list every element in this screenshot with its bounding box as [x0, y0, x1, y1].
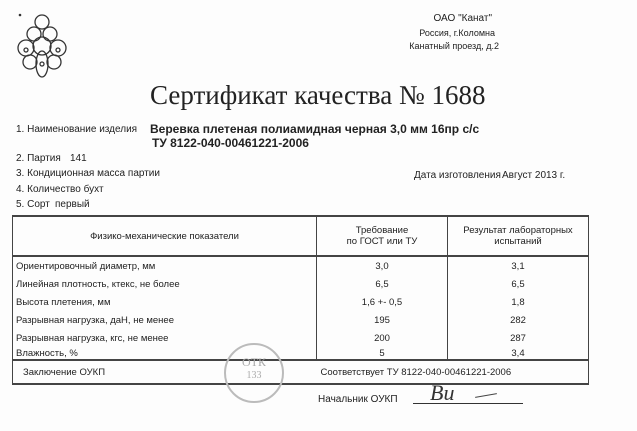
- header-result: Результат лабораторных испытаний: [447, 215, 589, 257]
- requirement-value: 195: [316, 311, 448, 329]
- requirement-value: 6,5: [316, 275, 448, 293]
- result-value: 1,8: [447, 293, 589, 311]
- item-name-label: 1. Наименование изделия: [16, 124, 138, 135]
- header-requirement: Требование по ГОСТ или ТУ: [316, 215, 448, 257]
- mass-label: 3. Кондиционная масса партии: [16, 168, 160, 179]
- property-name: Разрывная нагрузка, даН, не менее: [12, 311, 317, 329]
- property-name: Линейная плотность, ктекс, не более: [12, 275, 317, 293]
- header-property: Физико-механические показатели: [12, 215, 317, 257]
- properties-table: Физико-механические показатели Требовани…: [12, 215, 589, 385]
- property-name: Разрывная нагрузка, кгс, не менее: [12, 329, 317, 347]
- table-row: Разрывная нагрузка, даН, не менее 195 282: [12, 311, 589, 329]
- table-row: Ориентировочный диаметр, мм 3,0 3,1: [12, 256, 589, 275]
- date-label: Дата изготовления: [414, 170, 501, 181]
- requirement-value: 5: [316, 347, 448, 360]
- item-name-value: Веревка плетеная полиамидная черная 3,0 …: [150, 122, 480, 136]
- result-value: 3,4: [447, 347, 589, 360]
- coils-label: 4. Количество бухт: [16, 184, 104, 195]
- signature-line: [413, 403, 523, 404]
- signature-stroke: [475, 393, 497, 398]
- table-header: Физико-механические показатели Требовани…: [12, 215, 589, 257]
- requirement-value: 3,0: [316, 256, 448, 275]
- company-street: Канатный проезд, д.2: [409, 41, 499, 51]
- batch-value: 141: [70, 153, 87, 164]
- page-title: Сертификат качества № 1688: [150, 80, 486, 110]
- result-value: 287: [447, 329, 589, 347]
- batch-label: 2. Партия: [16, 153, 61, 164]
- table-row: Высота плетения, мм 1,6 +- 0,5 1,8: [12, 293, 589, 311]
- table-row: Линейная плотность, ктекс, не более 6,5 6,…: [12, 275, 589, 293]
- signature-mark: Ви: [430, 380, 455, 405]
- table-row: Влажность, % 5 3,4: [12, 347, 589, 360]
- requirement-value: 1,6 +- 0,5: [316, 293, 448, 311]
- company-name: ОАО "Канат": [433, 13, 493, 24]
- company-logo-icon: [17, 13, 67, 78]
- grade-value: первый: [55, 199, 90, 210]
- result-value: 3,1: [447, 256, 589, 275]
- result-value: 282: [447, 311, 589, 329]
- property-name: Ориентировочный диаметр, мм: [12, 256, 317, 275]
- date-value: Август 2013 г.: [502, 170, 566, 181]
- item-spec-value: ТУ 8122-040-00461221-2006: [152, 136, 309, 150]
- conclusion-value: Соответствует ТУ 8122-040-00461221-2006: [316, 359, 589, 385]
- stamp-line2: 133: [246, 370, 262, 381]
- table-row: Разрывная нагрузка, кгс, не менее 200 287: [12, 329, 589, 347]
- result-value: 6,5: [447, 275, 589, 293]
- property-name: Высота плетения, мм: [12, 293, 317, 311]
- company-city: Россия, г.Коломна: [419, 28, 495, 38]
- otk-stamp: ОТК 133: [224, 343, 284, 403]
- signature-label: Начальник ОУКП: [318, 394, 398, 405]
- stamp-line1: ОТК: [242, 355, 266, 369]
- requirement-value: 200: [316, 329, 448, 347]
- conclusion-row: Заключение ОУКП Соответствует ТУ 8122-04…: [12, 359, 589, 385]
- grade-label: 5. Сорт: [16, 199, 50, 210]
